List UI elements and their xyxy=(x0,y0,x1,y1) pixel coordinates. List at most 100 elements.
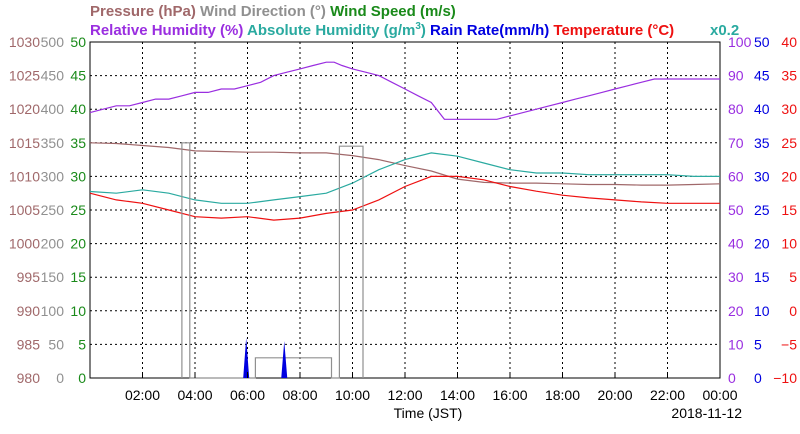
temperature-tick-label: 40 xyxy=(781,34,797,50)
wind_dir-tick-label: 500 xyxy=(41,34,65,50)
pressure-tick-label: 1010 xyxy=(9,168,40,184)
pressure-tick-label: 980 xyxy=(17,370,41,386)
header-item: Temperature (°C) xyxy=(549,22,674,39)
series-line xyxy=(89,142,721,186)
x-tick-label: 00:00 xyxy=(702,387,737,403)
header-item: Wind Direction (°) xyxy=(196,3,326,20)
rain_rate-tick-label: 35 xyxy=(754,135,770,151)
x-tick-label: 20:00 xyxy=(597,387,632,403)
pressure-tick-label: 1030 xyxy=(9,34,40,50)
wind_dir-tick-label: 250 xyxy=(41,202,65,218)
wind_dir-tick-label: 300 xyxy=(41,168,65,184)
header-line-2: Relative Humidity (%) Absolute Humidity … xyxy=(90,21,674,39)
rel_hum-tick-label: 30 xyxy=(728,269,744,285)
pressure-tick-label: 1025 xyxy=(9,68,40,84)
rel_hum-tick-label: 60 xyxy=(728,168,744,184)
wind_speed-tick-label: 5 xyxy=(78,336,86,352)
rel_hum-tick-label: 20 xyxy=(728,303,744,319)
wind_speed-tick-label: 25 xyxy=(70,202,86,218)
wind_dir-tick-label: 100 xyxy=(41,303,65,319)
x-tick-label: 06:00 xyxy=(230,387,265,403)
header-item: Wind Speed (m/s) xyxy=(326,3,456,20)
temperature-tick-label: 15 xyxy=(781,202,797,218)
temperature-tick-label: 25 xyxy=(781,135,797,151)
rel_hum-tick-label: 0 xyxy=(728,370,736,386)
header-item: Rain Rate(mm/h) xyxy=(426,22,549,39)
pressure-tick-label: 990 xyxy=(17,303,41,319)
x-tick-label: 04:00 xyxy=(177,387,212,403)
rel_hum-tick-label: 100 xyxy=(728,34,752,50)
rel_hum-tick-label: 50 xyxy=(728,202,744,218)
x02-label: x0.2 xyxy=(710,22,739,39)
axes-layer: 1030102510201015101010051000995990985980… xyxy=(9,34,797,403)
wind_speed-tick-label: 15 xyxy=(70,269,86,285)
rain_rate-tick-label: 25 xyxy=(754,202,770,218)
rel_hum-tick-label: 70 xyxy=(728,135,744,151)
pressure-tick-label: 1020 xyxy=(9,101,40,117)
temperature-tick-label: −5 xyxy=(781,336,797,352)
wind_speed-tick-label: 50 xyxy=(70,34,86,50)
wind_speed-tick-label: 40 xyxy=(70,101,86,117)
rain_rate-tick-label: 5 xyxy=(754,336,762,352)
wind_dir-tick-label: 200 xyxy=(41,236,65,252)
wind_dir-tick-label: 0 xyxy=(56,370,64,386)
temperature-tick-label: 35 xyxy=(781,68,797,84)
header-item: Absolute Humidity (g/m xyxy=(243,22,415,39)
rain-spike xyxy=(243,337,250,378)
rain_rate-tick-label: 20 xyxy=(754,236,770,252)
wind_speed-tick-label: 0 xyxy=(78,370,86,386)
x-tick-label: 18:00 xyxy=(545,387,580,403)
rain_rate-tick-label: 30 xyxy=(754,168,770,184)
x-axis-label: Time (JST) xyxy=(394,405,463,421)
wind_speed-tick-label: 35 xyxy=(70,135,86,151)
temperature-tick-label: 20 xyxy=(781,168,797,184)
wind_dir-tick-label: 350 xyxy=(41,135,65,151)
x-tick-label: 08:00 xyxy=(282,387,317,403)
wind_speed-tick-label: 20 xyxy=(70,236,86,252)
wind_speed-tick-label: 45 xyxy=(70,68,86,84)
rain_rate-tick-label: 15 xyxy=(754,269,770,285)
pressure-tick-label: 1000 xyxy=(9,236,40,252)
series-line xyxy=(89,61,720,120)
temperature-tick-label: 0 xyxy=(789,303,797,319)
pressure-tick-label: 1005 xyxy=(9,202,40,218)
rel_hum-tick-label: 90 xyxy=(728,68,744,84)
x-tick-label: 16:00 xyxy=(492,387,527,403)
rain_rate-tick-label: 50 xyxy=(754,34,770,50)
rain_rate-tick-label: 40 xyxy=(754,101,770,117)
rel_hum-tick-label: 80 xyxy=(728,101,744,117)
pressure-tick-label: 985 xyxy=(17,336,41,352)
series-line xyxy=(89,175,720,221)
series-line xyxy=(89,152,720,204)
temperature-tick-label: −10 xyxy=(773,370,797,386)
header-line-1: Pressure (hPa) Wind Direction (°) Wind S… xyxy=(90,3,456,20)
header-item: Pressure (hPa) xyxy=(90,3,196,20)
wind_speed-tick-label: 10 xyxy=(70,303,86,319)
wind_dir-tick-label: 150 xyxy=(41,269,65,285)
temperature-tick-label: 5 xyxy=(789,269,797,285)
temperature-tick-label: 10 xyxy=(781,236,797,252)
pressure-tick-label: 1015 xyxy=(9,135,40,151)
header-superscript: 3 xyxy=(415,21,421,32)
wind_dir-tick-label: 400 xyxy=(41,101,65,117)
rain_rate-tick-label: 0 xyxy=(754,370,762,386)
rain_rate-tick-label: 45 xyxy=(754,68,770,84)
pressure-tick-label: 995 xyxy=(17,269,41,285)
grid xyxy=(90,42,720,378)
date-label: 2018-11-12 xyxy=(671,405,742,421)
wind_dir-tick-label: 50 xyxy=(48,336,64,352)
header-item: Relative Humidity (%) xyxy=(90,22,243,39)
x-tick-label: 14:00 xyxy=(440,387,475,403)
rain-spike xyxy=(281,341,288,378)
rel_hum-tick-label: 10 xyxy=(728,336,744,352)
rain_rate-tick-label: 10 xyxy=(754,303,770,319)
x-tick-label: 02:00 xyxy=(125,387,160,403)
x-tick-label: 22:00 xyxy=(650,387,685,403)
series-line xyxy=(181,142,364,379)
rel_hum-tick-label: 40 xyxy=(728,236,744,252)
temperature-tick-label: 30 xyxy=(781,101,797,117)
wind_dir-tick-label: 450 xyxy=(41,68,65,84)
header-item: ) xyxy=(421,22,426,39)
x-tick-label: 10:00 xyxy=(335,387,370,403)
